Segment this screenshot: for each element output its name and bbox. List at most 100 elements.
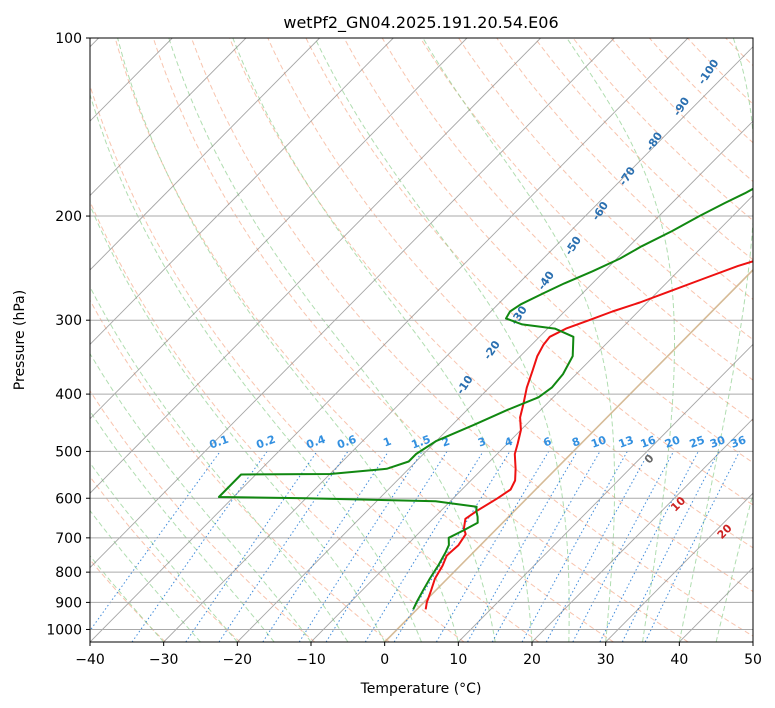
isotherm-line [90,38,247,197]
dry-adiabat-line [114,38,614,642]
moist-adiabat-line [314,38,570,642]
y-tick-label: 700 [55,531,82,547]
isotherm-line [90,38,541,494]
moist-adiabat-line [90,285,349,642]
mixing-ratio-label: 2 [440,435,452,450]
y-tick-label: 400 [55,387,82,403]
mixing-ratio-label: 1 [381,435,393,450]
mixing-ratio-label: 8 [570,435,582,450]
isotherm-line [163,46,753,642]
isotherm-line [90,38,320,271]
isotherm-line [384,268,753,642]
mixing-ratio-label: 0.6 [335,433,358,452]
isotherm-line [605,492,753,642]
mixing-ratio-line [90,451,221,632]
moist-adiabat-line [90,92,422,642]
mixing-ratio-line [644,451,741,642]
y-tick-label: 200 [55,209,82,225]
x-tick-label: −20 [223,652,253,668]
y-tick-label: 300 [55,313,82,329]
moist-adiabat-line [422,38,616,642]
y-axis: 100 200 300 400 500 600 700 800 900 1000 [46,31,90,638]
moist-adiabat-line [715,491,753,642]
isotherm-line [90,38,394,345]
mixing-ratio-label: 30 [708,433,727,451]
mixing-ratio-label: 16 [639,433,658,451]
x-tick-label: 10 [449,652,467,668]
profile-line-2 [217,187,753,610]
isotherm-line [90,38,689,642]
profile-line-1 [424,260,753,610]
mixing-ratio-line [185,451,318,642]
moist-adiabat-line [566,38,675,642]
dry-adiabat-line [190,38,753,637]
moist-adiabat-line [90,462,238,642]
x-tick-label: 40 [670,652,688,668]
mixing-ratio-line [131,451,268,642]
mixing-ratio-label: 3 [476,435,488,450]
y-tick-label: 500 [55,444,82,460]
x-tick-label: −30 [149,652,179,668]
dry-adiabat-line [343,38,753,464]
isotherm-line [90,38,468,420]
y-tick-label: 100 [55,31,82,47]
dry-adiabat-line [90,389,316,642]
mixing-ratio-label: 4 [503,435,515,450]
mixing-ratio-line [545,451,650,642]
dry-adiabat-line [152,38,689,642]
moist-adiabat-line [232,38,533,642]
mixing-ratio-label: 0.2 [254,433,277,452]
x-tick-label: 50 [744,652,762,668]
dry-adiabat-line [457,38,753,341]
chart-title: wetPf2_GN04.2025.191.20.54.E06 [283,13,558,33]
mixing-ratio-line [393,451,511,642]
dry-adiabat-line [90,299,390,642]
mixing-ratio-label: 0.1 [208,433,231,452]
mixing-ratio-label: 6 [542,435,554,450]
dry-adiabat-line [496,38,753,301]
mixing-ratio-line [364,451,484,642]
mixing-ratio-line [491,451,601,642]
x-tick-label: −40 [75,652,105,668]
mixing-ratio-label: 0.4 [304,433,327,452]
mixing-ratio-line [262,451,389,642]
dry-adiabat-line [419,38,753,381]
y-tick-label: 600 [55,491,82,507]
mixing-ratio-line [621,451,720,642]
mixing-ratio-label: 13 [617,433,636,450]
moist-adiabat-line [117,38,459,642]
moist-adiabat-line [90,204,386,642]
mixing-ratio-line [325,451,448,642]
background-lines [90,38,753,642]
dry-adiabat-line [305,38,753,506]
mixing-ratio-line [218,451,349,642]
isotherm-line [458,343,753,642]
dry-adiabat-line [610,38,753,183]
mixing-ratio-label: 10 [589,433,608,451]
profile-lines [217,187,753,610]
x-axis-label: Temperature (°C) [360,681,482,697]
x-tick-label: 20 [523,652,541,668]
x-tick-label: 0 [380,652,389,668]
y-axis-label: Pressure (hPa) [12,290,28,390]
isotherm-line [310,194,753,642]
moist-adiabat-line [168,38,496,642]
mixing-ratio-label: 25 [688,433,707,450]
dry-adiabat-line [229,38,753,593]
mixing-ratio-line [521,451,628,642]
x-tick-label: −10 [296,652,326,668]
y-tick-label: 800 [55,565,82,581]
x-tick-label: 30 [597,652,615,668]
y-tick-label: 1000 [46,622,82,638]
mixing-ratio-line [298,451,423,642]
mixing-ratio-label: 20 [663,433,682,451]
plot-frame [89,37,754,643]
moist-adiabat-line [90,410,275,642]
mixing-ratio-label: 36 [729,433,748,451]
isotherm-line [90,38,615,569]
moist-adiabat-line [90,555,165,642]
moist-adiabat-line [678,38,753,642]
y-tick-label: 900 [55,595,82,611]
